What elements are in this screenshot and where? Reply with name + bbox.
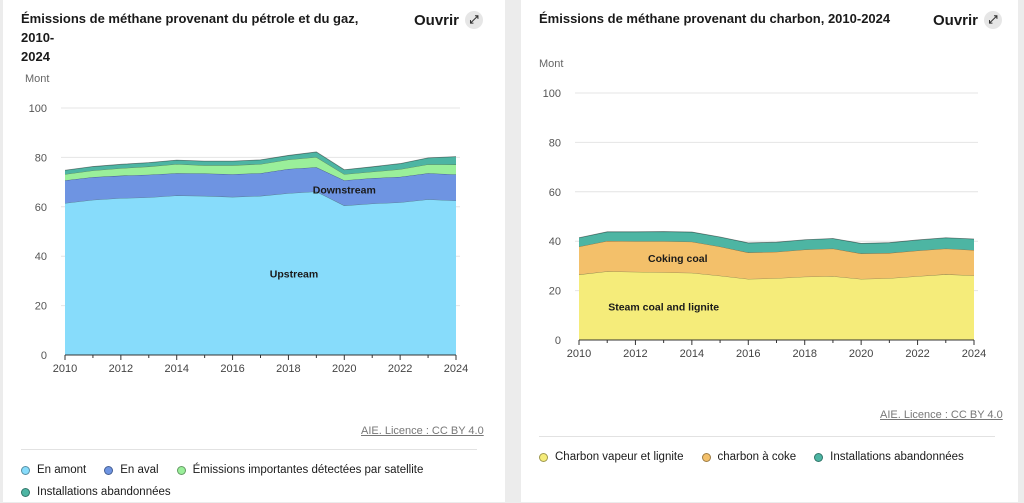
- y-tick-label: 0: [555, 335, 561, 347]
- legend-item-abandoned[interactable]: Installations abandonnées: [21, 486, 171, 498]
- legend-swatch: [701, 452, 711, 462]
- x-tick-label: 2014: [164, 363, 188, 375]
- y-tick-label: 20: [549, 286, 561, 298]
- series-annotation: Steam coal and lignite: [608, 301, 719, 313]
- legend-swatch: [539, 452, 548, 462]
- series-annotation: Coking coal: [648, 253, 708, 265]
- legend-swatch: [21, 487, 30, 497]
- area-series-0[interactable]: [65, 191, 456, 355]
- y-tick-label: 60: [549, 187, 561, 199]
- expand-arrows-icon: ⤢: [984, 11, 1003, 29]
- expand-arrows-icon: ⤢: [465, 11, 484, 29]
- legend-swatch: [814, 452, 824, 462]
- source-link[interactable]: AIE. Licence : CC BY 4.0: [880, 409, 1003, 421]
- y-tick-label: 20: [35, 301, 47, 313]
- area-series-0[interactable]: [579, 271, 974, 340]
- series-annotation: Downstream: [313, 185, 376, 197]
- coal-area-chart: Mont 0 20 40 60 80 100 2010 2012 2014 2016 2018 2020…: [539, 58, 986, 360]
- legend-item-coking-coal[interactable]: charbon à coke: [701, 451, 796, 463]
- y-tick-label: 80: [549, 137, 561, 149]
- legend-item-upstream[interactable]: En amont: [21, 464, 86, 476]
- x-tick-label: 2024: [444, 363, 468, 375]
- area-series-2[interactable]: [65, 157, 456, 181]
- x-tick-label: 2022: [905, 348, 929, 360]
- x-tick-label: 2016: [220, 363, 244, 375]
- legend-item-downstream[interactable]: En aval: [104, 464, 159, 476]
- oil-gas-area-chart: Mont 0 20 40 60 80 100 2010 2012 2014 2016 2018 2020…: [25, 73, 468, 375]
- chart-title: Émissions de méthane provenant du charbo…: [539, 11, 891, 26]
- y-tick-label: 100: [29, 103, 47, 115]
- legend-swatch: [176, 465, 186, 475]
- series-annotation: Upstream: [270, 268, 318, 280]
- y-tick-label: 100: [543, 88, 561, 100]
- x-tick-label: 2020: [849, 348, 873, 360]
- x-tick-label: 2014: [680, 348, 704, 360]
- legend-swatch: [104, 465, 114, 475]
- area-series-3-edge: [64, 151, 457, 171]
- divider: [21, 449, 477, 450]
- y-tick-label: 40: [35, 251, 47, 263]
- x-tick-label: 2016: [736, 348, 760, 360]
- source-link[interactable]: AIE. Licence : CC BY 4.0: [361, 425, 484, 437]
- chart-card-oil-gas: Émissions de méthane provenant du pétrol…: [3, 0, 505, 502]
- legend-item-satellite[interactable]: Émissions importantes détectées par sate…: [176, 464, 423, 476]
- area-series-1[interactable]: [65, 167, 456, 206]
- legend-swatch: [21, 465, 30, 475]
- x-tick-label: 2012: [109, 363, 133, 375]
- open-button[interactable]: Ouvrir ⤢: [414, 11, 484, 29]
- y-tick-label: 0: [41, 350, 47, 362]
- area-series-2[interactable]: [579, 231, 974, 254]
- x-tick-label: 2010: [567, 348, 591, 360]
- y-tick-label: 60: [35, 202, 47, 214]
- area-series-1[interactable]: [579, 240, 974, 279]
- area-series-3[interactable]: [65, 151, 456, 175]
- x-tick-label: 2010: [53, 363, 77, 375]
- y-axis-label: Mont: [25, 73, 49, 85]
- divider: [539, 436, 995, 437]
- y-axis-label: Mont: [539, 58, 563, 70]
- legend: En amont En aval Émissions importantes d…: [21, 459, 491, 503]
- open-button[interactable]: Ouvrir ⤢: [933, 11, 1003, 29]
- x-tick-label: 2022: [388, 363, 412, 375]
- y-tick-label: 40: [549, 236, 561, 248]
- chart-title: Émissions de méthane provenant du pétrol…: [21, 11, 359, 64]
- legend-item-steam-coal[interactable]: Charbon vapeur et lignite: [539, 451, 684, 463]
- x-tick-label: 2020: [332, 363, 356, 375]
- chart-card-coal: Émissions de méthane provenant du charbo…: [521, 0, 1018, 502]
- y-tick-label: 80: [35, 152, 47, 164]
- area-series-2-edge: [578, 231, 975, 244]
- legend-item-abandoned[interactable]: Installations abandonnées: [814, 451, 964, 463]
- legend: Charbon vapeur et lignite charbon à coke…: [539, 446, 1009, 468]
- x-tick-label: 2024: [962, 348, 986, 360]
- x-tick-label: 2012: [623, 348, 647, 360]
- x-tick-label: 2018: [276, 363, 300, 375]
- x-tick-label: 2018: [792, 348, 816, 360]
